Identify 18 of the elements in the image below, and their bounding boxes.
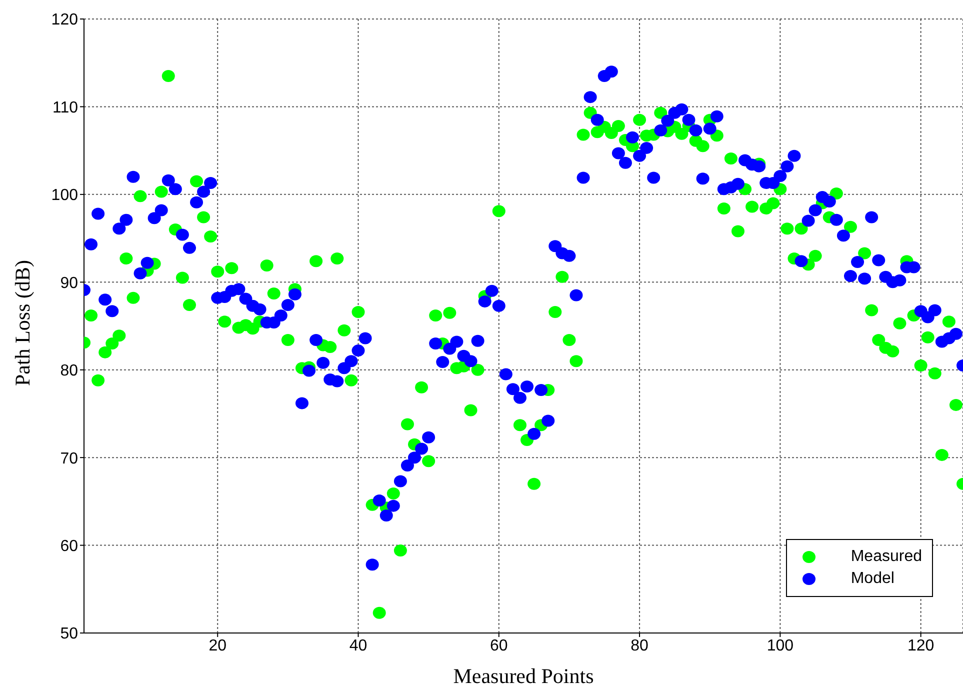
y-tick-label: 60 (60, 538, 78, 555)
y-tick-label: 100 (51, 187, 78, 204)
x-tick-label: 40 (349, 637, 368, 654)
x-tick-label: 60 (490, 637, 508, 654)
y-tick-label: 50 (60, 626, 78, 643)
legend-label: Measured (850, 548, 922, 566)
x-tick-label: 20 (208, 637, 227, 654)
y-tick-label: 80 (60, 362, 78, 380)
x-tick-label: 80 (630, 637, 649, 654)
x-tick-label: 120 (907, 637, 934, 654)
x-tick-label: 100 (766, 637, 794, 654)
y-tick-label: 70 (60, 450, 78, 468)
y-axis-title: Path Loss (dB) (10, 260, 34, 386)
x-axis-title: Measured Points (453, 664, 594, 688)
legend-label: Model (850, 570, 894, 588)
y-tick-label: 110 (52, 99, 78, 116)
y-tick-label: 90 (60, 274, 78, 292)
y-tick-label: 120 (51, 12, 78, 29)
